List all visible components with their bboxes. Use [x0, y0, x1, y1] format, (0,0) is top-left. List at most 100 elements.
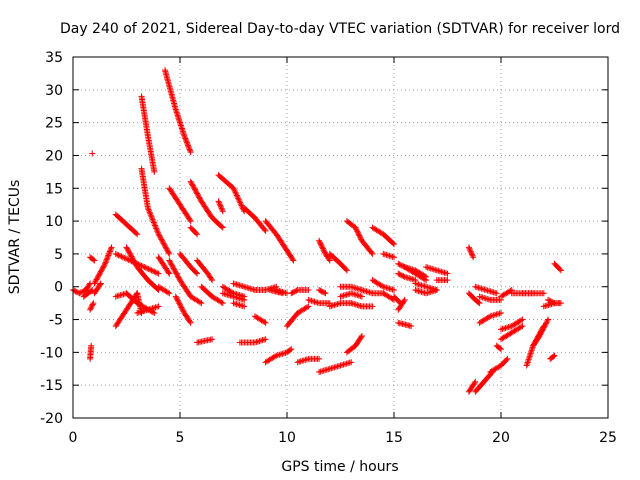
data-point-marker — [470, 254, 477, 261]
data-point-marker — [400, 273, 407, 280]
data-point-marker — [172, 267, 179, 274]
series-arc-05 — [87, 300, 97, 313]
data-point-marker — [171, 266, 178, 273]
data-point-marker — [175, 274, 182, 281]
data-point-marker — [155, 231, 162, 238]
data-point-marker — [391, 254, 397, 261]
data-point-marker — [149, 267, 156, 274]
data-point-marker — [102, 259, 109, 266]
data-point-marker — [551, 352, 558, 359]
data-point-marker — [326, 257, 333, 264]
series-arc-34 — [219, 290, 248, 303]
data-point-marker — [152, 222, 159, 229]
data-point-marker — [125, 256, 132, 263]
data-point-marker — [107, 247, 114, 254]
data-point-marker — [504, 355, 511, 362]
series-arc-57 — [343, 332, 365, 356]
data-point-marker — [391, 287, 397, 294]
series-arc-91 — [545, 296, 564, 307]
data-point-marker — [317, 240, 324, 247]
series-arc-43 — [273, 287, 290, 297]
data-point-marker — [325, 256, 332, 263]
data-point-marker — [378, 282, 385, 289]
data-point-marker — [124, 246, 131, 253]
data-point-marker — [319, 244, 326, 251]
data-point-marker — [196, 194, 203, 201]
series-arc-28 — [194, 257, 216, 284]
data-point-marker — [195, 193, 202, 200]
data-point-marker — [94, 275, 101, 282]
data-point-marker — [152, 223, 159, 230]
data-point-marker — [545, 296, 552, 303]
data-point-marker — [124, 256, 131, 263]
data-point-marker — [174, 296, 181, 303]
data-point-marker — [93, 276, 100, 283]
data-point-marker — [316, 237, 323, 244]
data-point-marker — [100, 263, 107, 270]
data-point-marker — [87, 305, 94, 312]
data-point-marker — [194, 231, 201, 238]
data-point-marker — [353, 225, 360, 232]
data-point-marker — [174, 297, 181, 304]
data-point-marker — [290, 288, 297, 295]
data-point-marker — [92, 277, 99, 284]
data-point-marker — [217, 204, 224, 211]
data-point-marker — [151, 268, 158, 275]
series-arc-24 — [177, 250, 201, 277]
data-point-marker — [288, 290, 295, 297]
series-arc-78 — [472, 283, 500, 297]
data-point-marker — [168, 261, 175, 268]
data-point-marker — [187, 149, 194, 156]
data-point-marker — [124, 245, 131, 252]
data-point-marker — [321, 248, 328, 255]
data-point-marker — [498, 346, 504, 353]
y-axis-label: SDTVAR / TECUs — [7, 180, 23, 295]
data-point-marker — [318, 241, 325, 248]
data-point-marker — [146, 207, 153, 214]
data-point-marker — [465, 244, 472, 251]
data-point-marker — [139, 263, 146, 270]
data-point-marker — [112, 250, 119, 257]
data-point-marker — [191, 185, 198, 192]
data-point-marker — [348, 359, 355, 366]
data-point-marker — [355, 229, 362, 236]
data-point-marker — [104, 255, 111, 262]
data-point-marker — [126, 249, 133, 256]
data-point-marker — [184, 140, 191, 147]
data-point-marker — [91, 257, 98, 264]
data-point-marker — [343, 267, 350, 274]
data-point-marker — [358, 334, 365, 341]
data-point-marker — [399, 272, 406, 279]
data-point-marker — [102, 260, 109, 267]
data-point-marker — [118, 253, 125, 260]
series-arc-50 — [316, 237, 333, 264]
data-point-marker — [155, 303, 162, 310]
data-point-marker — [537, 330, 544, 337]
data-point-marker — [119, 254, 126, 261]
data-point-marker — [545, 316, 552, 323]
series-arc-20 — [162, 67, 194, 156]
data-point-marker — [262, 319, 269, 326]
data-point-marker — [397, 262, 404, 269]
data-point-marker — [169, 264, 176, 271]
data-point-marker — [236, 198, 243, 205]
data-point-marker — [550, 353, 557, 360]
data-point-marker — [395, 270, 402, 277]
data-point-marker — [144, 265, 151, 272]
data-point-marker — [540, 324, 547, 331]
data-point-marker — [540, 326, 547, 333]
series-arc-27 — [187, 178, 226, 231]
series-arc-68 — [395, 270, 419, 284]
data-point-marker — [88, 304, 95, 311]
series-arc-69 — [401, 264, 430, 284]
series-arc-74 — [465, 244, 477, 261]
data-point-marker — [556, 266, 563, 273]
data-point-marker — [183, 138, 190, 145]
series-arc-17 — [134, 303, 162, 316]
data-point-marker — [261, 319, 268, 326]
data-point-marker — [187, 147, 194, 154]
data-point-marker — [154, 228, 161, 235]
data-point-marker — [96, 271, 103, 278]
x-tick-label: 0 — [69, 430, 78, 446]
